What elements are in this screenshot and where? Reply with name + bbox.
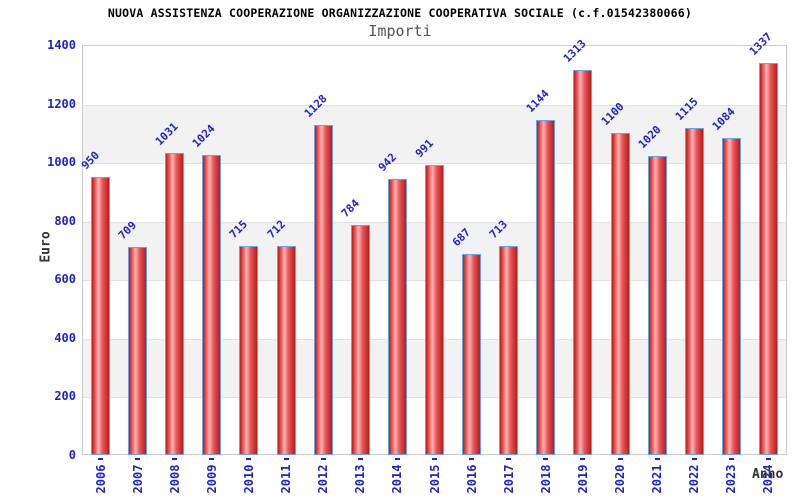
x-tick-label: 2022 — [687, 464, 702, 494]
x-tick-mark — [765, 458, 771, 460]
x-tick-mark — [469, 458, 475, 460]
x-tick-mark — [320, 458, 326, 460]
x-tick-mark — [135, 458, 141, 460]
x-tick-mark — [654, 458, 660, 460]
x-tick-label: 2013 — [353, 464, 368, 494]
y-tick-label: 800 — [54, 213, 76, 228]
bar — [202, 155, 222, 455]
bar — [165, 153, 185, 455]
x-tick-mark — [691, 458, 697, 460]
grid-band — [83, 104, 786, 164]
y-tick-label: 1200 — [47, 96, 76, 111]
x-tick-mark — [432, 458, 437, 460]
x-tick-label: 2020 — [613, 464, 628, 494]
chart-title: NUOVA ASSISTENZA COOPERAZIONE ORGANIZZAZ… — [107, 6, 693, 20]
y-tick-label: 1400 — [47, 38, 76, 52]
x-tick-mark — [283, 458, 289, 460]
y-tick-label: 1000 — [47, 155, 76, 170]
x-tick-mark — [617, 458, 623, 460]
bar — [425, 164, 444, 455]
x-tick-mark — [209, 458, 215, 460]
x-tick-label: 2009 — [204, 464, 219, 494]
y-tick-label: 400 — [54, 330, 76, 345]
x-tick-mark — [172, 458, 178, 460]
x-tick-label: 2019 — [575, 464, 590, 494]
gridline — [83, 104, 786, 106]
x-tick-label: 2016 — [464, 464, 479, 494]
bar — [350, 225, 370, 455]
chart-subtitle: Importi — [368, 22, 432, 40]
y-tick-label: 600 — [54, 272, 76, 287]
bar — [313, 124, 333, 455]
x-tick-label: 2012 — [316, 464, 331, 494]
bar — [536, 119, 556, 455]
x-tick-mark — [543, 458, 549, 460]
gridline — [83, 163, 786, 165]
bar — [239, 245, 259, 455]
x-tick-label: 2014 — [390, 464, 405, 494]
x-tick-mark — [98, 458, 104, 460]
x-tick-label: 2023 — [724, 464, 739, 494]
x-tick-label: 2011 — [279, 464, 294, 494]
x-tick-mark — [357, 458, 363, 460]
bar — [276, 246, 296, 455]
x-tick-mark — [394, 458, 400, 460]
x-tick-mark — [728, 458, 734, 460]
bar — [573, 70, 593, 455]
x-tick-label: 2006 — [93, 464, 108, 494]
x-tick-label: 2021 — [650, 464, 665, 494]
bar — [91, 176, 111, 455]
x-tick-mark — [246, 458, 252, 460]
x-tick-label: 2008 — [167, 464, 182, 494]
bar — [684, 128, 704, 455]
bar — [128, 247, 148, 455]
bar — [610, 132, 630, 455]
bar — [721, 137, 741, 455]
x-tick-label: 2015 — [427, 464, 442, 494]
y-axis-label: Euro — [38, 231, 54, 263]
plot-area — [82, 45, 787, 455]
x-tick-label: 2018 — [538, 464, 553, 494]
bar — [499, 246, 519, 455]
bar — [387, 179, 407, 455]
x-tick-mark — [506, 458, 512, 460]
bar — [758, 63, 778, 455]
y-tick-label: 200 — [54, 389, 76, 404]
x-tick-label: 2010 — [241, 464, 256, 494]
y-tick-label: 0 — [68, 448, 76, 462]
bar — [462, 253, 482, 455]
x-axis-label: Anno — [752, 467, 784, 482]
x-tick-mark — [580, 458, 586, 460]
bar — [647, 156, 667, 455]
x-tick-label: 2007 — [130, 464, 145, 494]
x-tick-label: 2017 — [501, 464, 516, 494]
